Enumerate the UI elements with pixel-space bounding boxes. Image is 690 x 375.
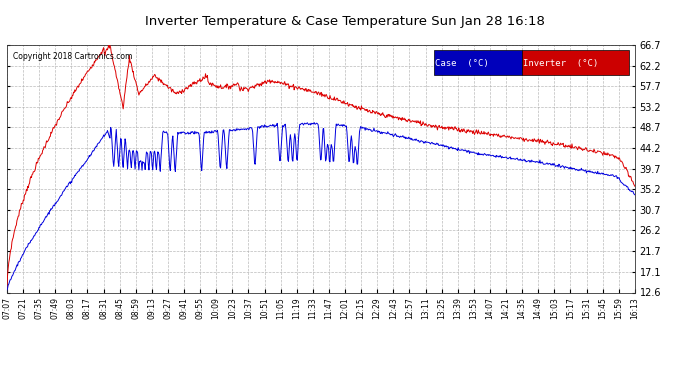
Text: Inverter  (°C): Inverter (°C) [523, 59, 598, 68]
FancyBboxPatch shape [434, 50, 522, 75]
Text: Copyright 2018 Cartronics.com: Copyright 2018 Cartronics.com [13, 53, 132, 62]
FancyBboxPatch shape [522, 50, 629, 75]
Text: Inverter Temperature & Case Temperature Sun Jan 28 16:18: Inverter Temperature & Case Temperature … [145, 15, 545, 28]
Text: Case  (°C): Case (°C) [435, 59, 489, 68]
